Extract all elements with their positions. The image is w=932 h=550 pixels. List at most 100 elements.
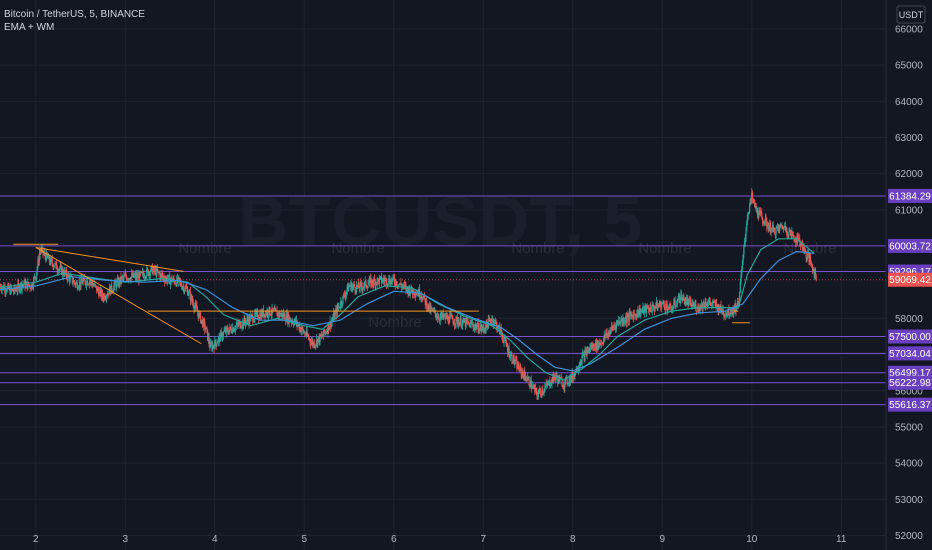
candle-body: [678, 294, 681, 303]
candle-body: [659, 301, 661, 306]
candle-body: [112, 290, 114, 292]
candle-body: [132, 272, 134, 277]
candle-body: [739, 281, 741, 293]
candle-body: [781, 225, 784, 228]
candle-body: [535, 387, 537, 391]
candle-body: [357, 282, 359, 287]
candle-body: [320, 335, 323, 337]
candle-body: [542, 391, 545, 394]
candle-body: [633, 313, 635, 320]
candle-body: [791, 231, 794, 235]
candle-body: [281, 313, 283, 318]
candle-body: [338, 306, 340, 308]
candle-body: [450, 314, 452, 317]
candle-body: [17, 283, 19, 291]
candle-body: [595, 341, 597, 350]
candle-body: [314, 345, 316, 347]
candle-body: [427, 303, 429, 309]
candle-body: [375, 282, 378, 285]
candle-body: [7, 284, 9, 288]
candle-body: [463, 318, 465, 323]
candle-body: [512, 355, 514, 364]
candle-body: [728, 307, 730, 316]
level-price-badge: [888, 329, 932, 344]
candle-body: [523, 370, 525, 379]
candle-body: [520, 368, 522, 375]
candle-body: [318, 336, 320, 340]
candle-body: [163, 276, 165, 280]
candle-body: [597, 342, 600, 349]
candle-body: [569, 377, 571, 383]
candle-body: [381, 281, 383, 283]
candle-body: [134, 274, 136, 276]
candle-body: [412, 289, 414, 294]
candle-body: [391, 279, 393, 282]
candle-body: [83, 277, 86, 281]
candle-body: [744, 237, 746, 242]
candle-body: [509, 354, 512, 358]
candle-body: [225, 327, 227, 334]
candle-body: [706, 304, 708, 306]
candle-body: [640, 310, 643, 312]
candle-body: [754, 204, 756, 206]
candle-body: [802, 249, 804, 251]
indicator-label[interactable]: EMA + WM: [4, 22, 55, 33]
currency-button[interactable]: [896, 5, 926, 24]
candle-body: [795, 238, 797, 243]
currency-button-label[interactable]: USDT: [899, 10, 924, 20]
candle-body: [69, 276, 71, 282]
candle-body: [485, 321, 487, 331]
candle-body: [328, 324, 330, 331]
candle-body: [157, 271, 159, 273]
candle-body: [646, 305, 648, 309]
candle-body: [466, 321, 469, 323]
candle-body: [343, 294, 345, 297]
candle-body: [377, 278, 379, 280]
candle-body: [196, 306, 198, 312]
candle-body: [685, 301, 687, 305]
candle-body: [3, 287, 5, 290]
candle-body: [641, 310, 643, 312]
candle-body: [350, 283, 352, 287]
y-tick-label: 63000: [895, 133, 923, 144]
watermark-label: Nombre: [178, 240, 231, 257]
level-price-label: 56222.98: [889, 378, 931, 389]
candle-body: [517, 363, 519, 369]
candle-body: [148, 272, 150, 276]
candle-body: [537, 393, 540, 397]
candle-body: [67, 274, 69, 280]
candle-body: [625, 316, 628, 323]
candle-body: [343, 294, 345, 296]
candle-body: [365, 286, 368, 288]
candle-body: [532, 385, 534, 389]
candle-body: [687, 300, 689, 306]
candle-body: [512, 361, 514, 364]
candle-body: [741, 269, 743, 276]
candle-body: [490, 321, 492, 324]
candle-body: [746, 223, 748, 230]
candle-body: [129, 279, 131, 281]
candle-body: [84, 280, 86, 284]
candle-body: [469, 323, 471, 328]
candle-body: [678, 294, 680, 300]
candle-body: [56, 269, 58, 271]
candle-body: [229, 326, 232, 329]
candle-body: [599, 344, 601, 346]
candle-body: [619, 322, 621, 325]
candle-body: [590, 345, 592, 349]
candle-body: [495, 321, 497, 324]
candle-body: [264, 313, 266, 317]
candle-body: [45, 256, 47, 261]
candle-body: [643, 307, 645, 313]
candle-body: [439, 316, 441, 321]
candle-body: [441, 313, 444, 317]
candle-body: [270, 314, 272, 316]
candle-body: [138, 274, 140, 281]
symbol-title[interactable]: Bitcoin / TetherUS, 5, BINANCE: [4, 9, 145, 20]
candle-body: [366, 287, 368, 289]
candle-body: [159, 273, 161, 275]
candle-body: [36, 267, 38, 273]
candle-body: [709, 300, 711, 304]
candle-body: [556, 374, 558, 378]
